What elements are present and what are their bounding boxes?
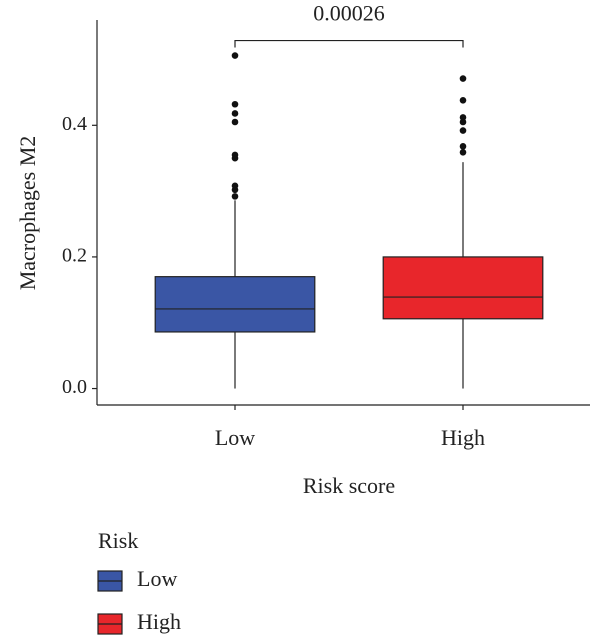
- x-tick-label: High: [441, 425, 485, 450]
- outlier: [231, 100, 239, 108]
- y-axis-title: Macrophages M2: [15, 136, 40, 291]
- y-tick-label: 0.0: [62, 376, 87, 398]
- legend-label: High: [137, 609, 181, 634]
- y-tick-label: 0.4: [62, 113, 87, 135]
- outlier: [459, 96, 467, 104]
- x-tick-label: Low: [215, 425, 255, 450]
- legend-label: Low: [137, 566, 177, 591]
- box: [154, 276, 316, 333]
- box: [382, 256, 544, 320]
- outlier: [231, 110, 239, 117]
- outlier: [231, 118, 239, 126]
- outlier: [231, 151, 239, 159]
- outlier: [459, 127, 467, 134]
- outlier: [459, 114, 467, 121]
- outlier: [459, 75, 467, 82]
- outlier: [459, 148, 467, 156]
- outlier: [459, 143, 467, 150]
- outlier: [231, 52, 239, 59]
- annotation: 0.00026: [313, 1, 385, 26]
- legend-title: Risk: [98, 528, 138, 553]
- outlier: [231, 193, 239, 200]
- significance-bracket: [234, 39, 464, 48]
- outlier: [459, 118, 467, 126]
- y-tick-label: 0.2: [62, 245, 87, 267]
- outlier: [231, 182, 239, 190]
- x-axis-title: Risk score: [303, 473, 395, 498]
